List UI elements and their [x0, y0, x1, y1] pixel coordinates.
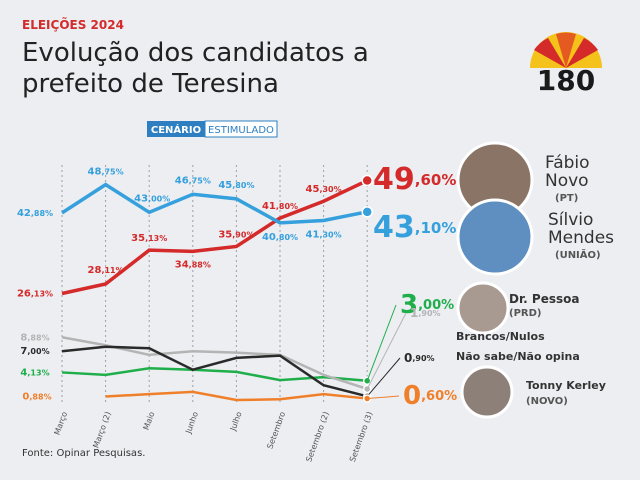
x-tick-label: Março — [52, 410, 69, 436]
end-dot — [361, 206, 373, 218]
logo-ray — [534, 38, 566, 68]
value-label: 35,13% — [131, 233, 167, 244]
series-line — [61, 182, 368, 225]
value-label: 4,13% — [20, 367, 49, 378]
legend-name: Dr. Pessoa — [509, 292, 580, 306]
logo-ray — [556, 32, 576, 68]
series-line — [61, 366, 368, 383]
series-line — [61, 345, 368, 398]
logo-ray — [566, 38, 598, 68]
scenario-label: CENÁRIO — [151, 123, 201, 136]
title: Evolução dos candidatos a prefeito de Te… — [22, 38, 369, 99]
kicker: ELEIÇÕES 2024 — [22, 18, 124, 32]
x-tick-label: Junho — [184, 410, 201, 435]
leader — [366, 312, 407, 390]
value-label: 43,10% — [373, 210, 456, 245]
photo — [460, 365, 514, 419]
value-label: 1,90% — [410, 306, 441, 320]
legend-party: (PRD) — [509, 308, 542, 319]
value-label: 35,90% — [218, 229, 254, 240]
value-label: 34,88% — [175, 259, 211, 270]
value-label: 45,80% — [218, 180, 254, 191]
legend-party: (PT) — [555, 193, 579, 204]
value-label: 46,75% — [175, 175, 211, 186]
source: Fonte: Opinar Pesquisas. — [22, 448, 145, 459]
value-label: 0,88% — [22, 391, 51, 402]
x-tick-label: Julho — [228, 410, 244, 433]
value-label: 40,80% — [262, 232, 298, 243]
scenario-value: ESTIMULADO — [208, 125, 274, 136]
scenario-tag — [147, 121, 205, 137]
end-dot — [361, 174, 373, 187]
legend-name: Sílvio Mendes — [548, 210, 615, 248]
x-tick-label: Maio — [141, 410, 156, 431]
photo — [456, 198, 534, 276]
x-tick-label: Março (2) — [91, 410, 112, 449]
value-label: 7,00% — [20, 346, 49, 357]
value-label: 26,13% — [17, 288, 53, 299]
value-label: 0,60% — [403, 381, 457, 411]
leader — [367, 395, 400, 400]
legend-name: Tonny Kerley — [526, 379, 606, 392]
x-tick-label: Setembro (3) — [348, 410, 375, 463]
legend-name: Brancos/Nulos — [456, 330, 545, 343]
value-label: 28,11% — [88, 265, 124, 276]
value-label: 45,30% — [306, 184, 342, 195]
legend-party: (NOVO) — [526, 396, 568, 407]
value-label: 42,88% — [17, 208, 53, 219]
value-label: 43,00% — [134, 193, 170, 204]
photo — [456, 281, 510, 335]
series-line — [61, 178, 368, 296]
x-tick-label: Setembro — [265, 410, 287, 450]
series-line — [105, 390, 368, 402]
legend-name: Não sabe/Não opina — [456, 350, 580, 363]
leader — [366, 304, 397, 381]
value-label: 0,90% — [404, 351, 435, 365]
x-tick-label: Setembro (2) — [304, 410, 331, 463]
value-label: 49,60% — [373, 162, 456, 197]
value-label: 8,88% — [20, 332, 49, 343]
legend-name: Fábio Novo — [545, 153, 590, 191]
logo: 180 — [530, 32, 602, 97]
scenario-box — [204, 120, 278, 138]
legend-party: (UNIÃO) — [555, 250, 601, 261]
value-label: 48,75% — [88, 167, 124, 178]
leader — [366, 357, 401, 397]
value-label: 3,00% — [400, 290, 454, 320]
logo-text: 180 — [537, 64, 595, 97]
value-label: 41,80% — [262, 201, 298, 212]
value-label: 41,30% — [306, 229, 342, 240]
plot: Março Março (2) Maio Junho Julho Setembro Sete… — [17, 162, 457, 464]
